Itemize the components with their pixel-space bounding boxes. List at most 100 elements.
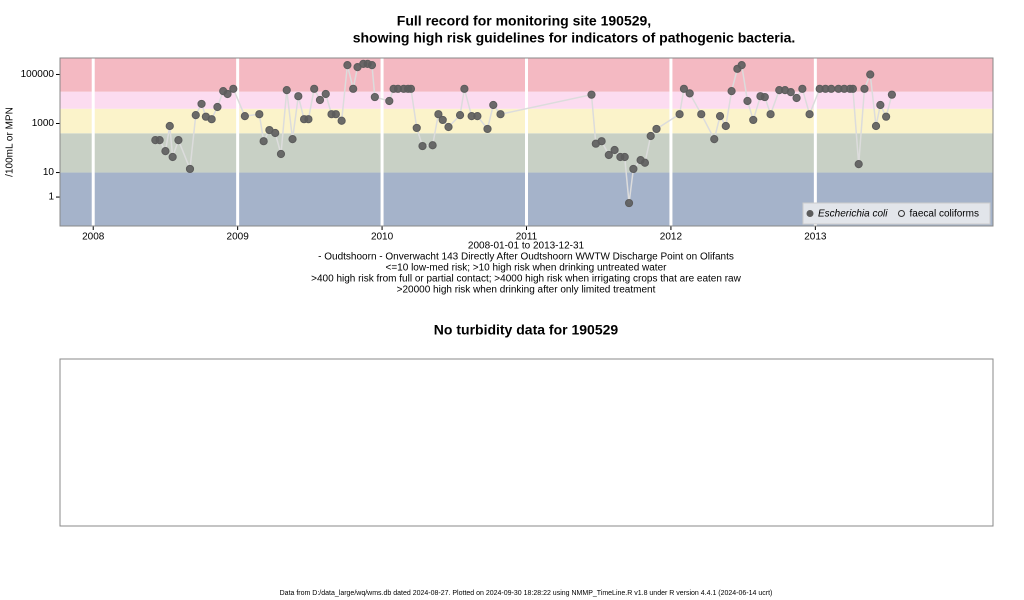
data-point xyxy=(624,198,634,208)
data-point xyxy=(679,84,689,93)
y-tick-label: 100000 xyxy=(21,69,55,80)
data-point xyxy=(367,61,377,70)
data-point xyxy=(827,84,836,93)
data-point xyxy=(428,141,437,150)
data-point xyxy=(412,123,421,133)
data-point xyxy=(310,84,319,93)
data-point xyxy=(331,110,340,119)
legend: Escherichia coli faecal coliforms xyxy=(802,202,991,225)
data-point xyxy=(288,135,297,144)
data-point xyxy=(337,116,346,125)
data-point xyxy=(882,112,891,121)
data-point xyxy=(315,95,325,105)
data-point xyxy=(168,152,177,162)
y-tick-label: 1000 xyxy=(32,118,55,129)
data-point xyxy=(294,92,303,101)
data-point xyxy=(737,61,746,70)
data-point xyxy=(610,145,619,155)
data-point xyxy=(276,149,286,159)
data-point xyxy=(155,136,164,145)
data-point xyxy=(418,141,427,151)
x-caption: - Oudtshoorn - Onverwacht 143 Directly A… xyxy=(318,252,734,263)
legend-box xyxy=(802,202,991,225)
data-point xyxy=(620,152,629,162)
data-point xyxy=(792,93,801,103)
data-point xyxy=(805,110,814,119)
data-point xyxy=(271,128,280,138)
data-point xyxy=(473,112,482,121)
legend-label: Escherichia coli xyxy=(818,209,888,220)
data-point xyxy=(165,121,174,131)
panel-title: No turbidity data for 190529 xyxy=(434,322,619,338)
x-caption: >400 high risk from full or partial cont… xyxy=(311,274,741,285)
data-point xyxy=(185,164,195,174)
data-point xyxy=(282,86,291,95)
data-point xyxy=(229,84,238,93)
x-tick-label: 2012 xyxy=(660,232,683,243)
data-point xyxy=(721,121,730,131)
chart-title: Full record for monitoring site 190529, xyxy=(397,13,651,29)
data-point xyxy=(766,110,775,119)
y-tick-label: 1 xyxy=(48,192,54,203)
x-tick-label: 2009 xyxy=(227,232,250,243)
data-point xyxy=(640,158,650,167)
plot-frame xyxy=(59,57,994,227)
empty-panel xyxy=(59,358,994,527)
legend-label: faecal coliforms xyxy=(909,209,978,220)
data-point xyxy=(197,99,206,109)
chart-subtitle: showing high risk guidelines for indicat… xyxy=(353,30,796,46)
x-tick-label: 2010 xyxy=(371,232,394,243)
data-point xyxy=(496,110,505,119)
data-point xyxy=(483,124,492,134)
data-point xyxy=(240,112,249,121)
data-point xyxy=(604,150,613,160)
data-point xyxy=(743,96,752,106)
data-point xyxy=(207,115,216,124)
data-point xyxy=(460,84,469,93)
data-point xyxy=(343,61,352,70)
x-tick-label: 2013 xyxy=(804,232,827,243)
data-point xyxy=(444,122,453,132)
data-point xyxy=(871,121,881,131)
data-point xyxy=(191,111,200,120)
data-point xyxy=(685,89,694,98)
data-point xyxy=(304,115,313,124)
data-point xyxy=(710,135,719,144)
data-point xyxy=(255,110,264,119)
data-point xyxy=(434,110,443,119)
data-point xyxy=(652,124,661,134)
data-point xyxy=(406,84,416,93)
data-point xyxy=(597,137,606,146)
legend-marker xyxy=(806,210,814,217)
y-axis-label: /100mL or MPN xyxy=(5,107,16,177)
data-point xyxy=(587,90,596,99)
data-point xyxy=(715,112,725,121)
data-point xyxy=(438,115,447,125)
x-tick-label: 2011 xyxy=(516,232,538,243)
data-point xyxy=(749,115,758,125)
data-point xyxy=(727,86,736,96)
x-caption: >20000 high risk when drinking after onl… xyxy=(397,285,656,296)
data-point xyxy=(259,137,268,146)
data-point xyxy=(760,92,769,102)
x-caption: <=10 low-med risk; >10 high risk when dr… xyxy=(386,263,668,274)
data-point xyxy=(161,146,170,156)
data-point xyxy=(887,90,897,99)
data-point xyxy=(876,100,885,110)
data-point xyxy=(385,96,394,106)
data-point xyxy=(455,111,465,120)
legend-marker xyxy=(897,210,905,217)
data-point xyxy=(866,70,875,79)
data-point xyxy=(675,110,684,119)
data-point xyxy=(174,136,183,145)
data-point xyxy=(213,102,222,112)
x-tick-label: 2008 xyxy=(82,232,105,243)
footer: Data from D:/data_large/wq/wms.db dated … xyxy=(280,590,773,597)
data-point xyxy=(349,84,358,93)
data-point xyxy=(860,84,869,93)
data-point xyxy=(798,84,807,93)
data-point xyxy=(629,164,638,174)
x-caption: 2008-01-01 to 2013-12-31 xyxy=(468,241,585,252)
